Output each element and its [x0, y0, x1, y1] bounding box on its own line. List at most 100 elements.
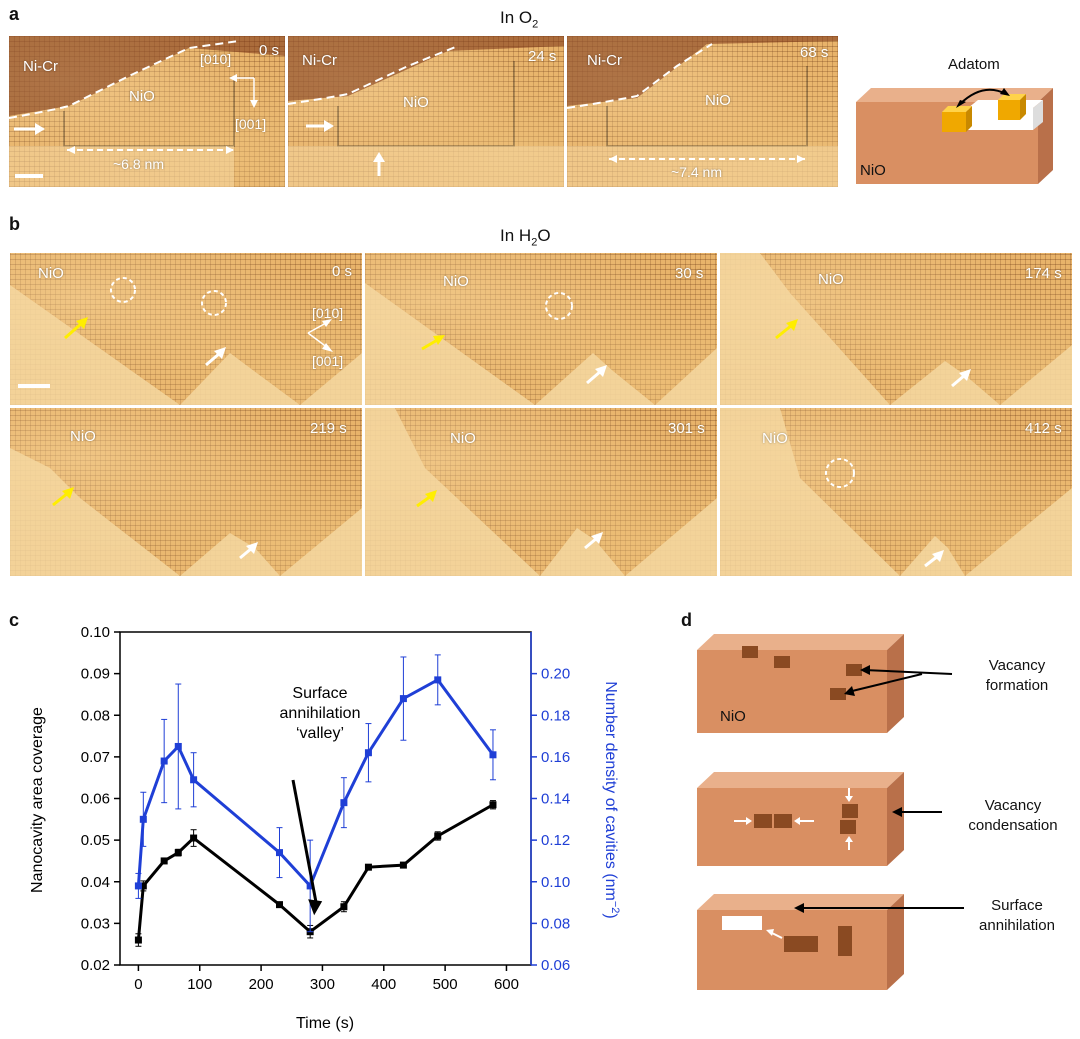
data-point-density — [139, 815, 147, 823]
box-vacancy-condensation — [697, 772, 942, 866]
data-point-coverage — [399, 861, 407, 869]
y-tick-label-left: 0.03 — [81, 915, 110, 932]
data-point-density — [275, 849, 283, 857]
frame-time: 174 s — [1025, 265, 1062, 282]
panel-b-label: b — [9, 214, 20, 234]
y-tick-label-left: 0.07 — [81, 749, 110, 766]
direction-001: [001] — [312, 353, 344, 369]
label-nio: NiO — [450, 430, 476, 447]
micrograph-b-412s: NiO 412 s — [720, 408, 1072, 576]
schematic-panel-d: NiO Vacancy formation Vacancy condensation… — [692, 628, 1072, 1028]
x-tick-label: 200 — [249, 976, 274, 993]
panel-d-label: d — [681, 610, 692, 630]
data-point-coverage — [139, 882, 147, 890]
frame-time: 301 s — [668, 420, 705, 437]
data-point-coverage — [434, 832, 442, 840]
data-point-coverage — [174, 849, 182, 857]
frame-time: 219 s — [310, 420, 347, 437]
frame-time: 0 s — [332, 263, 353, 280]
label-nio: NiO — [403, 94, 429, 111]
series-line-density — [136, 677, 495, 889]
step-vacancy-formation: Vacancy formation — [985, 657, 1049, 694]
y-tick-label-right: 0.08 — [541, 915, 570, 932]
y-tick-label-right: 0.12 — [541, 832, 570, 849]
label-nio: NiO — [443, 273, 469, 290]
label-ni-cr: Ni-Cr — [587, 52, 622, 69]
label-nio: NiO — [129, 88, 155, 105]
step-vacancy-condensation: Vacancy condensation — [968, 797, 1058, 834]
y-tick-label-right: 0.14 — [541, 791, 570, 808]
micrograph-b-0s: NiO 0 s [010] [001] — [10, 253, 362, 405]
y-tick-label-right: 0.20 — [541, 666, 570, 683]
step-surface-annihilation: Surface annihilation — [979, 897, 1055, 934]
label-ni-cr: Ni-Cr — [23, 58, 58, 75]
micrograph-b-174s: NiO 174 s — [720, 253, 1072, 405]
micrograph-b-219s: NiO 219 s — [10, 408, 362, 576]
y-tick-label-left: 0.09 — [81, 666, 110, 683]
chart-panel-c: 0.02 0.03 0.04 0.05 0.06 0.07 0.08 0.09 0.10 0.0… — [29, 624, 621, 1032]
y-tick-label-left: 0.08 — [81, 707, 110, 724]
data-point-density — [190, 776, 198, 784]
width-label: ~6.8 nm — [113, 156, 164, 172]
micrograph-b-301s: NiO 301 s — [365, 408, 717, 576]
y-tick-label-right: 0.18 — [541, 707, 570, 724]
panel-a-title: In O2 — [500, 8, 539, 31]
frame-time: 30 s — [675, 265, 704, 282]
annotation-arrow — [291, 779, 318, 904]
y-axis-label-right: Number density of cavities (nm−2) — [602, 681, 621, 919]
data-point-density — [434, 676, 442, 684]
data-point-density — [174, 742, 182, 750]
micrograph-a-24s: Ni-Cr NiO 24 s — [288, 36, 564, 187]
direction-001: [001] — [235, 116, 267, 132]
annotation-line3: ‘valley’ — [296, 725, 344, 742]
panel-c-label: c — [9, 610, 20, 630]
data-point-coverage — [364, 863, 372, 871]
y-axis-label-left: Nanocavity area coverage — [29, 707, 46, 893]
direction-010: [010] — [312, 305, 344, 321]
micrograph-b-30s: NiO 30 s — [365, 253, 717, 405]
box-vacancy-formation — [697, 634, 953, 733]
x-axis-label: Time (s) — [296, 1015, 354, 1032]
x-tick-label: 400 — [371, 976, 396, 993]
label-nio: NiO — [762, 430, 788, 447]
x-tick-label: 300 — [310, 976, 335, 993]
frame-time: 24 s — [528, 48, 557, 65]
y-tick-label-right: 0.16 — [541, 749, 570, 766]
annotation-line1: Surface — [292, 685, 347, 702]
data-point-density — [160, 757, 168, 765]
data-point-density — [134, 882, 142, 890]
x-tick-label: 0 — [134, 976, 142, 993]
annotation-arrowhead — [308, 899, 323, 916]
plot-frame — [119, 631, 532, 966]
data-point-coverage — [340, 903, 348, 911]
adatom-label: Adatom — [948, 56, 1000, 73]
width-label: ~7.4 nm — [671, 164, 722, 180]
x-tick-label: 500 — [433, 976, 458, 993]
label-nio: NiO — [38, 265, 64, 282]
label-nio: NiO — [818, 271, 844, 288]
data-point-density — [306, 882, 314, 890]
x-tick-label: 600 — [494, 976, 519, 993]
data-point-density — [489, 751, 497, 759]
data-point-density — [364, 749, 372, 757]
y-tick-label-left: 0.10 — [81, 624, 110, 641]
panel-b-title: In H2O — [500, 226, 551, 249]
schematic-nio-label: NiO — [860, 162, 886, 179]
y-tick-label-left: 0.05 — [81, 832, 110, 849]
data-point-coverage — [160, 857, 168, 865]
panel-a-label: a — [9, 4, 20, 24]
y-tick-label-right: 0.10 — [541, 874, 570, 891]
box-surface-annihilation — [697, 894, 964, 990]
schematic-adatom: Adatom NiO — [848, 50, 1073, 195]
y-tick-label-left: 0.06 — [81, 791, 110, 808]
y-tick-label-right: 0.06 — [541, 957, 570, 974]
frame-time: 68 s — [800, 44, 829, 61]
data-point-coverage — [489, 801, 497, 809]
data-point-coverage — [275, 901, 283, 909]
schematic-d-nio-label: NiO — [720, 708, 746, 725]
x-tick-label: 100 — [187, 976, 212, 993]
series-line-coverage — [136, 803, 494, 941]
data-point-density — [399, 695, 407, 703]
y-tick-label-left: 0.02 — [81, 957, 110, 974]
label-ni-cr: Ni-Cr — [302, 52, 337, 69]
